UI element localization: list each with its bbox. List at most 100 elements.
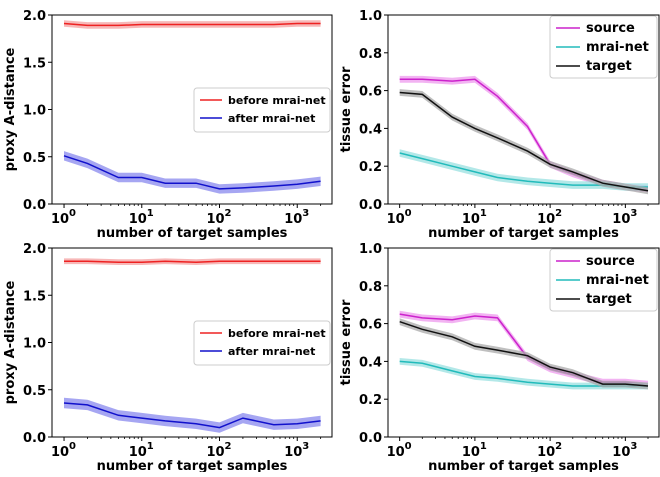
x-axis-label: number of target samples	[428, 226, 619, 241]
series-line-3	[399, 320, 649, 387]
legend-label-1: source	[586, 254, 635, 269]
x-tick-label: 10	[206, 445, 224, 460]
y-tick-label: 2.0	[23, 242, 46, 257]
y-tick-label: 0.8	[359, 47, 382, 62]
y-tick-label: 0.8	[359, 280, 382, 295]
x-tick-label: 10	[462, 212, 480, 227]
y-tick-label: 1.5	[23, 56, 46, 71]
x-tick-exponent: 0	[405, 208, 412, 219]
series-band-1	[399, 310, 648, 388]
legend-box	[549, 15, 658, 79]
y-tick-label: 1.0	[23, 337, 46, 352]
legend-label-1: before mrai-net	[228, 94, 326, 107]
x-tick-label: 10	[387, 445, 405, 460]
x-tick-exponent: 3	[630, 208, 637, 219]
legend: before mrai-net after mrai-net	[193, 320, 331, 366]
y-tick-label: 0.0	[359, 431, 382, 446]
y-tick-label: 1.5	[23, 289, 46, 304]
y-tick-label: 0.0	[23, 431, 46, 446]
y-tick-label: 0.6	[359, 85, 382, 100]
x-tick-label: 10	[284, 445, 302, 460]
series-line-1	[399, 313, 649, 385]
x-tick-exponent: 1	[147, 208, 154, 219]
legend-label-2: mrai-net	[586, 40, 649, 55]
series-line-3	[399, 91, 649, 192]
series-line-1	[399, 78, 649, 190]
x-tick-label: 10	[129, 212, 147, 227]
series-line-1	[64, 260, 321, 263]
series-line-2	[63, 155, 321, 190]
series-band-1	[399, 75, 648, 193]
legend-label-1: before mrai-net	[228, 327, 326, 340]
x-tick-exponent: 3	[302, 441, 309, 452]
legend-label-2: mrai-net	[586, 273, 649, 288]
x-tick-exponent: 2	[555, 441, 562, 452]
x-tick-label: 10	[51, 445, 69, 460]
series-band-2	[64, 151, 321, 194]
x-tick-exponent: 3	[302, 208, 309, 219]
x-tick-exponent: 0	[69, 208, 76, 219]
legend-label-2: after mrai-net	[228, 345, 315, 358]
x-axis-label: number of target samples	[97, 226, 288, 241]
series-band-3	[399, 89, 648, 195]
series-line-1	[63, 22, 321, 27]
x-tick-label: 10	[387, 212, 405, 227]
x-tick-exponent: 2	[555, 208, 562, 219]
y-axis-label: proxy A-distance	[3, 280, 18, 404]
legend-label-3: target	[586, 59, 632, 74]
y-tick-label: 0.5	[23, 384, 46, 399]
legend-label-2: after mrai-net	[228, 112, 315, 125]
x-tick-label: 10	[537, 445, 555, 460]
plot-frame	[387, 247, 660, 438]
x-tick-exponent: 0	[405, 441, 412, 452]
legend: source mrai-net target	[549, 15, 658, 79]
series-line-2	[63, 402, 321, 429]
x-tick-label: 10	[206, 212, 224, 227]
y-tick-label: 1.0	[359, 9, 382, 24]
x-tick-label: 10	[612, 445, 630, 460]
x-tick-label: 10	[612, 212, 630, 227]
x-tick-exponent: 1	[147, 441, 154, 452]
y-tick-label: 0.2	[359, 160, 382, 175]
y-tick-label: 0.2	[359, 393, 382, 408]
x-tick-label: 10	[51, 212, 69, 227]
series-band-2	[64, 397, 321, 433]
legend-box	[193, 320, 331, 366]
x-tick-exponent: 2	[225, 208, 232, 219]
legend-label-1: source	[586, 21, 635, 36]
legend-box	[549, 248, 658, 312]
legend-box	[193, 87, 331, 133]
y-tick-label: 0.4	[359, 355, 382, 370]
x-tick-label: 10	[284, 212, 302, 227]
x-tick-label: 10	[537, 212, 555, 227]
y-tick-label: 1.0	[23, 104, 46, 119]
y-axis-label: proxy A-distance	[3, 47, 18, 171]
x-tick-exponent: 2	[225, 441, 232, 452]
x-tick-exponent: 3	[630, 441, 637, 452]
legend: source mrai-net target	[549, 248, 658, 312]
x-axis-label: number of target samples	[97, 459, 288, 472]
x-tick-exponent: 1	[480, 208, 487, 219]
y-tick-label: 0.6	[359, 318, 382, 333]
y-axis-label: tissue error	[339, 66, 354, 152]
x-tick-label: 10	[129, 445, 147, 460]
legend: before mrai-net after mrai-net	[193, 87, 331, 133]
x-tick-label: 10	[462, 445, 480, 460]
y-tick-label: 0.0	[23, 198, 46, 213]
x-tick-exponent: 0	[69, 441, 76, 452]
y-tick-label: 2.0	[23, 9, 46, 24]
y-tick-label: 1.0	[359, 242, 382, 257]
plot-frame	[387, 14, 660, 205]
y-axis-label: tissue error	[339, 299, 354, 385]
x-tick-exponent: 1	[480, 441, 487, 452]
x-axis-label: number of target samples	[428, 459, 619, 472]
y-tick-label: 0.0	[359, 198, 382, 213]
y-tick-label: 0.4	[359, 122, 382, 137]
series-band-3	[399, 318, 648, 390]
